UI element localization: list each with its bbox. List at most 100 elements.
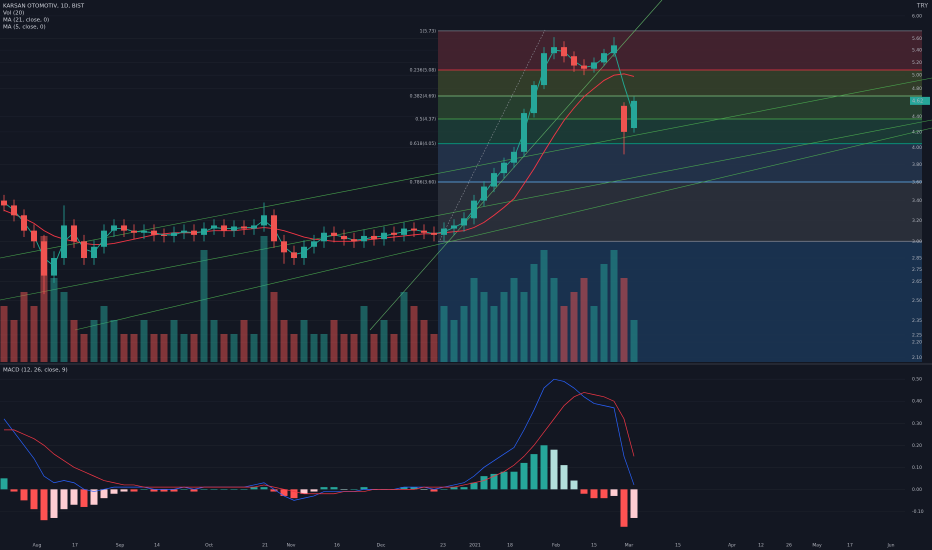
volume-bar xyxy=(360,306,368,362)
y-tick-label: 2.65 xyxy=(912,279,922,285)
ma-line xyxy=(3,49,635,267)
volume-bar xyxy=(600,264,608,362)
x-tick-label: Sep xyxy=(116,543,125,549)
macd-histogram-bar xyxy=(600,489,608,499)
macd-histogram-bar xyxy=(320,487,328,490)
candle-body xyxy=(481,186,487,201)
candle-body xyxy=(451,225,457,229)
macd-histogram-bar xyxy=(540,445,548,490)
candle-body xyxy=(611,45,617,54)
macd-histogram-bar xyxy=(250,487,258,490)
x-tick-label: Oct xyxy=(205,543,213,549)
fib-zone xyxy=(438,241,922,362)
macd-histogram-bar xyxy=(70,489,78,505)
macd-histogram-bar xyxy=(240,489,248,490)
x-tick-label: 16 xyxy=(334,543,340,549)
macd-title: MACD (12, 26, close, 9) xyxy=(3,368,68,374)
candle-body xyxy=(381,232,387,240)
fib-label: 0.5(4.37) xyxy=(415,116,436,122)
macd-histogram-bar xyxy=(180,489,188,490)
volume-bar xyxy=(240,320,248,362)
trend-line xyxy=(0,119,932,301)
macd-histogram-bar xyxy=(560,465,568,490)
candle-body xyxy=(161,234,167,236)
macd-histogram-bar xyxy=(200,489,208,490)
candle-body xyxy=(21,215,27,231)
volume-bar xyxy=(160,334,168,362)
y-tick-label: 2.75 xyxy=(912,267,922,273)
candle-body xyxy=(571,56,577,66)
candle-body xyxy=(221,225,227,231)
fib-zone xyxy=(438,30,922,71)
volume-bar xyxy=(190,334,198,362)
volume-bar xyxy=(400,292,408,362)
candle-body xyxy=(631,100,637,129)
volume-bar xyxy=(50,278,58,362)
volume-bar xyxy=(370,334,378,362)
volume-bar xyxy=(460,306,468,362)
macd-line xyxy=(4,392,635,495)
candle-body xyxy=(491,173,497,187)
macd-histogram-bar xyxy=(400,487,408,490)
x-tick-label: 26 xyxy=(786,543,792,549)
x-tick-label: 2021 xyxy=(469,543,481,549)
volume-bar xyxy=(610,250,618,362)
volume-bar xyxy=(20,292,28,362)
fib-zone xyxy=(438,95,922,119)
candle-body xyxy=(551,47,557,54)
candle-body xyxy=(281,241,287,253)
macd-histogram-bar xyxy=(190,489,198,492)
volume-bar xyxy=(520,292,528,362)
volume-bar xyxy=(150,334,158,362)
macd-histogram-bar xyxy=(570,480,578,490)
last-price-box xyxy=(910,96,930,105)
y-tick-label: 5.00 xyxy=(912,73,922,79)
volume-bar xyxy=(440,306,448,362)
volume-bar xyxy=(530,264,538,362)
volume-bar xyxy=(200,250,208,362)
volume-bar xyxy=(310,334,318,362)
volume-bar xyxy=(410,306,418,362)
volume-bar xyxy=(40,236,48,362)
candle-body xyxy=(151,230,157,235)
macd-histogram-bar xyxy=(160,489,168,492)
candle-body xyxy=(251,225,257,229)
indicator-label: Vol (20) xyxy=(3,11,24,17)
volume-bar xyxy=(30,306,38,362)
macd-histogram-bar xyxy=(480,476,488,490)
y-tick-label: 2.50 xyxy=(912,298,922,304)
volume-bar xyxy=(70,320,78,362)
volume-bar xyxy=(620,278,628,362)
volume-bar xyxy=(420,320,428,362)
y-tick-label: 5.20 xyxy=(912,60,922,66)
x-tick-label: Jun xyxy=(886,543,894,549)
macd-y-tick-label: 0.40 xyxy=(912,399,922,405)
volume-bar xyxy=(450,320,458,362)
fib-label: 0.618(4.05) xyxy=(410,141,437,147)
candle-body xyxy=(171,232,177,236)
macd-histogram-bar xyxy=(150,489,158,492)
fib-label: 1(5.73) xyxy=(420,28,437,34)
trend-line xyxy=(439,29,546,241)
volume-bar xyxy=(390,334,398,362)
macd-histogram-bar xyxy=(210,489,218,490)
fib-label: 0.786(3.60) xyxy=(410,180,437,186)
candle-body xyxy=(11,205,17,216)
candle-body xyxy=(61,225,67,258)
volume-bar xyxy=(300,320,308,362)
currency: TRY xyxy=(916,3,928,10)
macd-histogram-bar xyxy=(470,482,478,490)
macd-histogram-bar xyxy=(500,471,508,490)
volume-bar xyxy=(10,320,18,362)
volume-bar xyxy=(350,334,358,362)
fib-label: 0.382(4.69) xyxy=(410,93,437,99)
candle-body xyxy=(101,230,107,247)
macd-histogram-bar xyxy=(120,489,128,492)
volume-bar xyxy=(540,250,548,362)
macd-histogram-bar xyxy=(360,487,368,490)
volume-bar xyxy=(320,334,328,362)
volume-bar xyxy=(340,334,348,362)
x-tick-label: 14 xyxy=(154,543,160,549)
candle-body xyxy=(371,235,377,240)
x-tick-label: 15 xyxy=(591,543,597,549)
